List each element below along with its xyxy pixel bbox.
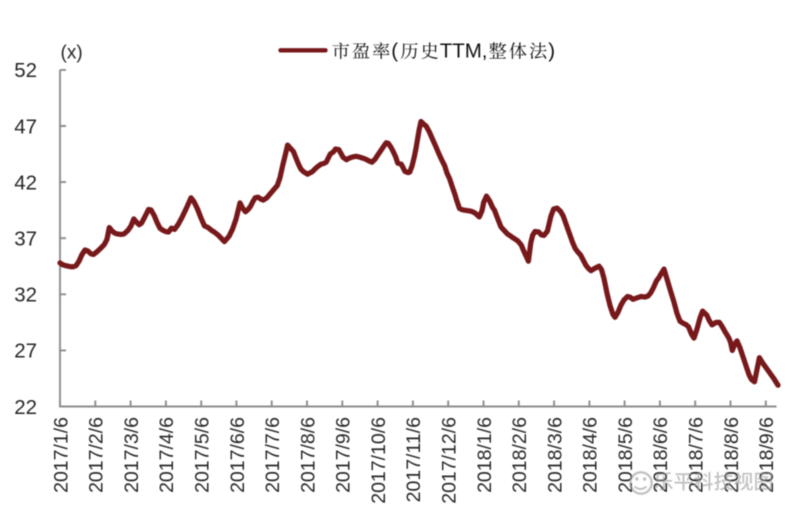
svg-text:2017/3/6: 2017/3/6 [121, 417, 143, 493]
svg-text:2017/2/6: 2017/2/6 [86, 417, 108, 493]
svg-text:2017/6/6: 2017/6/6 [227, 417, 249, 493]
svg-text:): ) [548, 40, 555, 63]
svg-text:27: 27 [14, 340, 37, 363]
svg-text:2018/2/6: 2018/2/6 [509, 417, 531, 493]
svg-text:42: 42 [14, 171, 37, 194]
svg-text:52: 52 [14, 59, 37, 82]
svg-text:2017/12/6: 2017/12/6 [439, 417, 461, 504]
svg-text:2017/9/6: 2017/9/6 [333, 417, 355, 493]
svg-text:2018/1/6: 2018/1/6 [474, 417, 496, 493]
svg-text:2018/3/6: 2018/3/6 [544, 417, 566, 493]
svg-text:47: 47 [14, 115, 37, 138]
svg-text:2018/4/6: 2018/4/6 [580, 417, 602, 493]
svg-text:2017/5/6: 2017/5/6 [192, 417, 214, 493]
svg-text:32: 32 [14, 284, 37, 307]
svg-text:2017/4/6: 2017/4/6 [156, 417, 178, 493]
svg-text:2018/5/6: 2018/5/6 [615, 417, 637, 493]
svg-text:2017/11/6: 2017/11/6 [403, 417, 425, 502]
svg-text:(x): (x) [61, 43, 83, 64]
svg-text:TTM,: TTM, [440, 40, 488, 63]
svg-text:2017/1/6: 2017/1/6 [50, 417, 72, 493]
svg-text:2017/7/6: 2017/7/6 [262, 417, 284, 493]
svg-text:2017/10/6: 2017/10/6 [368, 417, 390, 504]
svg-text:2017/8/6: 2017/8/6 [297, 417, 319, 493]
svg-text:37: 37 [14, 228, 37, 251]
svg-text:22: 22 [14, 396, 37, 419]
svg-text:(: ( [391, 40, 398, 63]
